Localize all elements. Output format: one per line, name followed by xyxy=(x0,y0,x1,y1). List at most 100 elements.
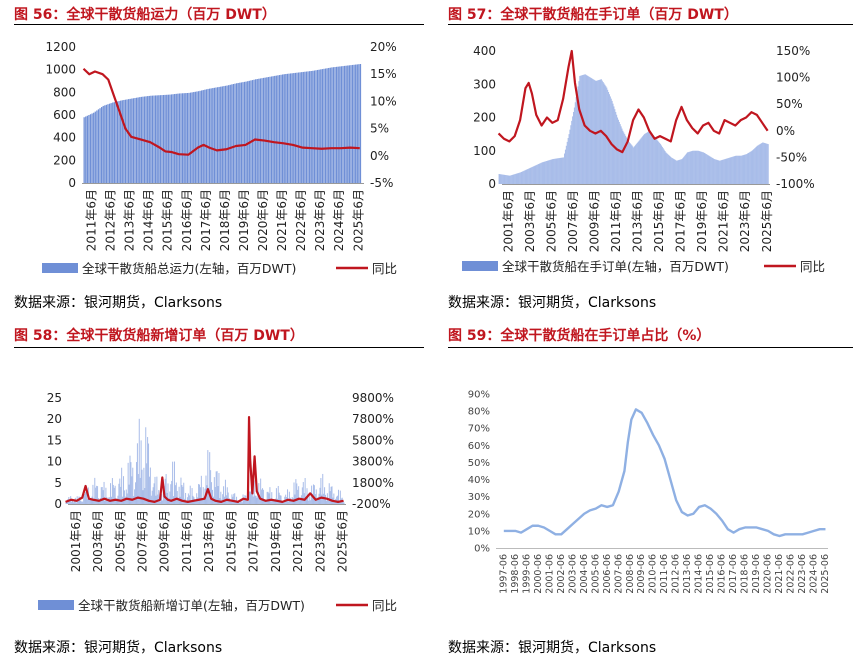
bar xyxy=(190,500,192,504)
right-tick-label: -50% xyxy=(776,150,807,164)
bar xyxy=(300,497,301,504)
x-tick-label: 2003年6月 xyxy=(91,510,105,572)
x-tick-label: 2013年6月 xyxy=(123,189,137,251)
bar xyxy=(735,155,737,184)
bar xyxy=(723,159,725,184)
bar xyxy=(280,495,282,504)
right-tick-label: 5800% xyxy=(352,433,394,447)
bar xyxy=(702,152,704,184)
bar xyxy=(93,112,95,183)
bar xyxy=(640,138,642,184)
bar xyxy=(155,495,157,504)
x-tick-label: 2013-06 xyxy=(682,554,693,594)
bar xyxy=(651,133,653,184)
bar xyxy=(80,500,82,504)
bar xyxy=(185,492,187,504)
bar xyxy=(570,125,572,184)
bar xyxy=(152,487,154,504)
bar xyxy=(628,141,630,184)
bar xyxy=(316,500,318,504)
bar xyxy=(731,156,733,184)
bar xyxy=(499,174,501,184)
x-tick-label: 2007-06 xyxy=(613,554,624,594)
bar xyxy=(758,144,760,184)
bar xyxy=(174,485,176,504)
bar xyxy=(337,66,339,183)
bar xyxy=(557,158,559,184)
bar xyxy=(569,129,571,184)
x-tick-label: 2025年6月 xyxy=(336,510,350,572)
x-tick-label: 2011年6月 xyxy=(85,189,99,251)
bar xyxy=(756,145,758,184)
bar xyxy=(676,160,678,184)
bar xyxy=(749,151,751,184)
bar xyxy=(730,157,732,184)
bar xyxy=(504,174,506,184)
bar xyxy=(516,173,518,184)
bar xyxy=(89,114,92,183)
bar xyxy=(247,81,249,183)
bar xyxy=(85,485,87,504)
bar xyxy=(97,486,99,504)
bar xyxy=(611,100,613,184)
bar xyxy=(252,496,254,504)
bar xyxy=(93,499,95,504)
x-tick-label: 2017-06 xyxy=(728,554,739,594)
bar xyxy=(258,78,260,183)
bar xyxy=(104,500,106,504)
right-tick-label: 7800% xyxy=(352,412,394,426)
x-tick-label: 2009年6月 xyxy=(588,190,602,252)
bar xyxy=(167,483,169,504)
bar xyxy=(249,491,251,504)
figure-title: 图 56：全球干散货船运力（百万 DWT） xyxy=(14,7,276,23)
bar xyxy=(327,500,329,504)
bar xyxy=(565,145,567,184)
x-tick-label: 2023年6月 xyxy=(738,190,752,252)
bar xyxy=(334,67,336,183)
bar xyxy=(243,498,245,504)
x-tick-label: 2023年6月 xyxy=(313,510,327,572)
bar xyxy=(567,138,569,184)
bar xyxy=(86,499,88,504)
bar xyxy=(158,95,160,183)
bar xyxy=(350,65,352,183)
bar xyxy=(518,172,520,184)
bar xyxy=(556,158,558,184)
bar xyxy=(245,81,247,183)
panel-figure-57: 图 57：全球干散货船在手订单（百万 DWT） 0 100 200 300 400 -10… xyxy=(448,0,853,325)
bar xyxy=(680,159,682,184)
x-tick-label: 2016年6月 xyxy=(180,189,194,251)
bar xyxy=(342,66,344,183)
bar xyxy=(161,95,163,183)
bar xyxy=(220,491,222,504)
x-tick-label: 2021-06 xyxy=(774,554,785,594)
bar xyxy=(209,452,211,504)
bar xyxy=(304,71,306,183)
left-tick-label: 200 xyxy=(473,111,496,125)
bar xyxy=(215,87,217,183)
bar xyxy=(641,137,643,184)
bar xyxy=(191,92,193,183)
bar xyxy=(334,501,336,504)
left-tick-label: 10 xyxy=(47,455,62,469)
bar xyxy=(337,495,339,504)
bar xyxy=(156,476,158,504)
bar xyxy=(629,142,631,184)
x-tick-label: 2015年6月 xyxy=(652,190,666,252)
x-tick-label: 2002-06 xyxy=(556,554,567,594)
bar xyxy=(194,91,196,183)
chart-capacity: 0 200 400 600 800 1000 1200 -5% 0% 5% 10% 15% 20% 201… xyxy=(42,40,397,276)
bar xyxy=(621,128,623,184)
bar xyxy=(208,487,210,504)
bar xyxy=(720,160,722,184)
bar xyxy=(101,487,103,504)
bar xyxy=(583,74,585,184)
bar xyxy=(189,485,191,504)
bar xyxy=(764,143,767,184)
bar xyxy=(125,489,127,504)
left-tick-label: 5 xyxy=(54,476,62,490)
x-tick-label: 2025-06 xyxy=(820,554,831,594)
bar xyxy=(571,120,573,184)
x-tick-label: 2009-06 xyxy=(636,554,647,594)
bar xyxy=(580,75,582,184)
